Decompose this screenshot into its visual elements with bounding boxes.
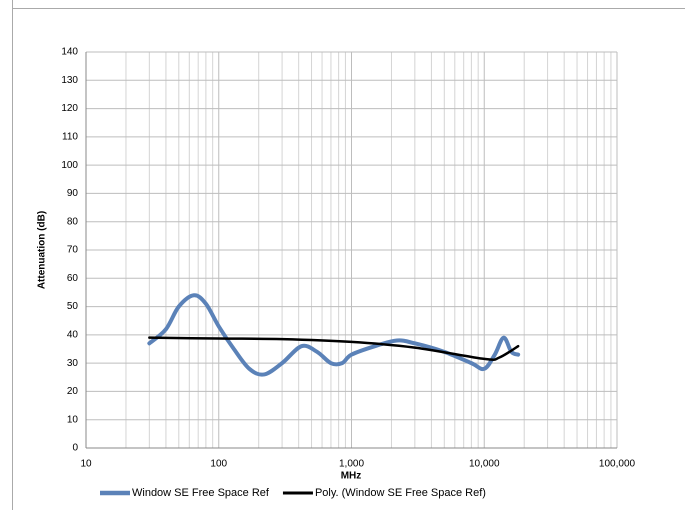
y-tick-label: 80 bbox=[67, 216, 79, 227]
y-tick-label: 90 bbox=[67, 188, 79, 199]
x-tick-label: 10,000 bbox=[469, 459, 500, 470]
y-tick-label: 130 bbox=[61, 75, 78, 86]
x-tick-label: 100 bbox=[210, 459, 227, 470]
y-tick-label: 140 bbox=[61, 47, 78, 58]
y-axis-label: Attenuation (dB) bbox=[37, 211, 48, 289]
y-tick-label: 100 bbox=[61, 160, 78, 171]
y-tick-label: 50 bbox=[67, 301, 79, 312]
x-tick-label: 100,000 bbox=[599, 459, 636, 470]
series-line bbox=[147, 293, 521, 377]
y-tick-label: 30 bbox=[67, 358, 79, 369]
y-tick-label: 120 bbox=[61, 103, 78, 114]
y-tick-label: 60 bbox=[67, 273, 79, 284]
y-tick-label: 70 bbox=[67, 245, 79, 256]
y-tick-label: 40 bbox=[67, 329, 79, 340]
y-tick-label: 20 bbox=[67, 386, 79, 397]
legend-label: Poly. (Window SE Free Space Ref) bbox=[315, 487, 486, 499]
x-tick-label: 10 bbox=[80, 459, 92, 470]
x-axis-label: MHz bbox=[341, 471, 362, 482]
y-tick-label: 110 bbox=[62, 131, 78, 142]
y-tick-label: 0 bbox=[72, 443, 78, 454]
y-tick-label: 10 bbox=[67, 414, 79, 425]
legend-label: Window SE Free Space Ref bbox=[132, 487, 270, 499]
x-tick-label: 1,000 bbox=[339, 459, 364, 470]
series-line bbox=[148, 336, 520, 361]
